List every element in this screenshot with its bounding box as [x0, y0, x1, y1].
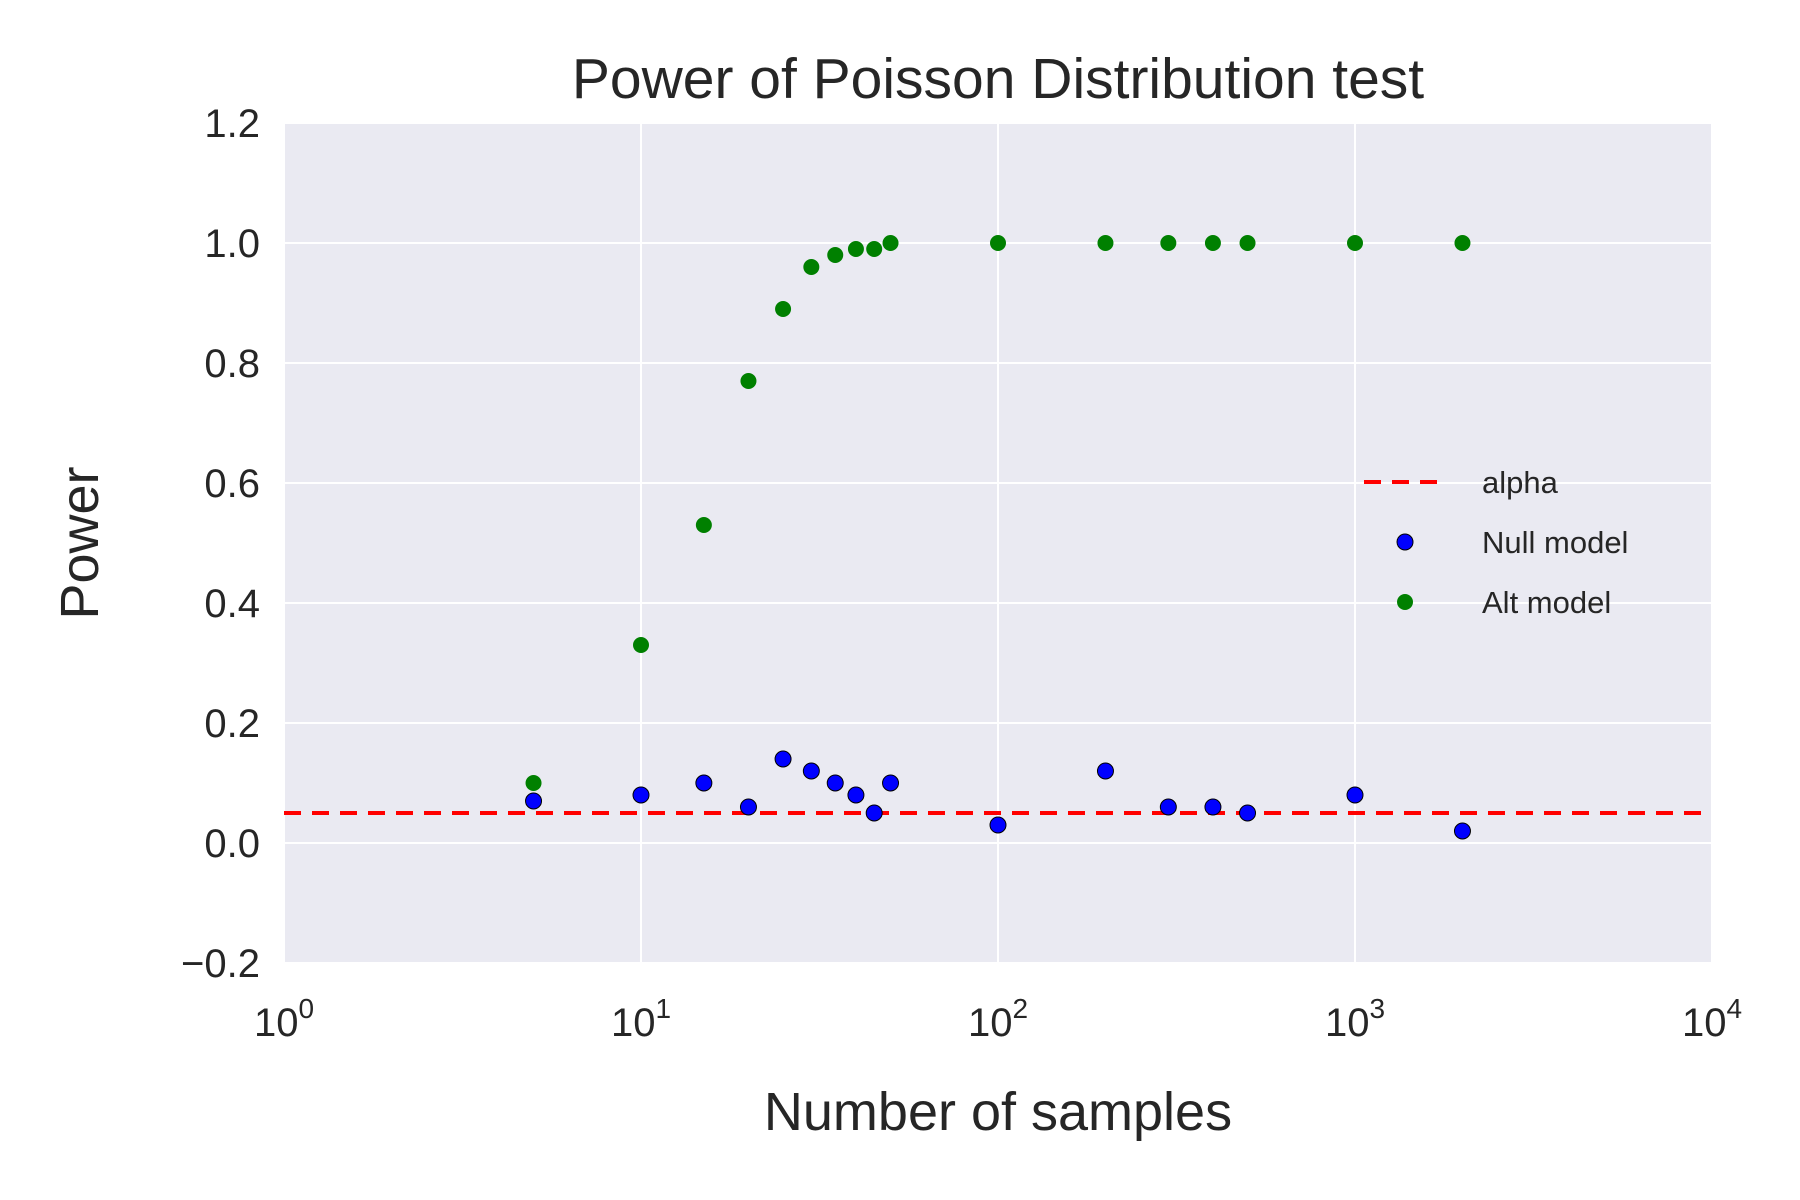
null-model-point [695, 774, 713, 792]
null-model-point [1096, 762, 1114, 780]
null-model-point [1346, 786, 1364, 804]
alt-model-point [525, 775, 542, 791]
x-tick-label: 102 [968, 993, 1028, 1045]
null-model-point [1239, 804, 1257, 822]
alt-model-point [847, 241, 864, 257]
legend-alt-label: Alt model [1482, 585, 1611, 620]
alt-model-point [1160, 235, 1177, 251]
null-model-point [1453, 822, 1471, 840]
alt-model-point [827, 247, 844, 263]
null-model-point [525, 792, 543, 810]
alt-model-point [1454, 235, 1471, 251]
null-model-point [989, 816, 1007, 834]
y-tick-label: 0.2 [204, 702, 260, 746]
x-tick-label: 101 [611, 993, 671, 1045]
alt-model-point [1204, 235, 1221, 251]
alt-model-point [990, 235, 1006, 251]
y-tick-label: 0.8 [204, 342, 260, 386]
null-model-point [632, 786, 650, 804]
null-model-point [826, 774, 844, 792]
alt-model-point [1097, 235, 1114, 251]
y-tick-label: 0.4 [204, 582, 260, 626]
y-tick-label: 1.0 [204, 222, 260, 266]
alt-model-point [633, 637, 649, 653]
y-tick-label: 0.6 [204, 462, 260, 506]
null-model-point [739, 798, 757, 816]
null-model-point [882, 774, 900, 792]
legend-alt-swatch [1397, 594, 1413, 610]
y-axis-title: Power [50, 466, 110, 619]
alt-model-points [525, 235, 1471, 791]
null-model-point [847, 786, 865, 804]
chart-title: Power of Poisson Distribution test [572, 47, 1424, 111]
null-model-point [1159, 798, 1177, 816]
alt-model-point [882, 235, 899, 251]
alt-model-point [803, 259, 820, 275]
legend-alpha-label: alpha [1482, 465, 1559, 500]
legend-null-swatch [1396, 533, 1414, 551]
x-tick-labels: 100 101 102 103 104 [254, 993, 1742, 1045]
legend: alpha Null model Alt model [1364, 465, 1628, 620]
legend-null-label: Null model [1482, 525, 1628, 560]
alt-model-point [775, 301, 792, 317]
null-model-point [1204, 798, 1222, 816]
alt-model-point [695, 517, 712, 533]
alt-model-point [866, 241, 883, 257]
y-tick-labels: −0.2 0.0 0.2 0.4 0.6 0.8 1.0 1.2 [181, 102, 260, 986]
null-model-point [802, 762, 820, 780]
y-tick-label: 1.2 [204, 102, 260, 146]
x-tick-label: 100 [254, 993, 314, 1045]
x-tick-label: 104 [1682, 993, 1742, 1045]
null-model-points [525, 750, 1471, 840]
null-model-point [865, 804, 883, 822]
null-model-point [774, 750, 792, 768]
y-tick-label: −0.2 [181, 942, 260, 986]
x-tick-label: 103 [1325, 993, 1385, 1045]
y-tick-label: 0.0 [204, 822, 260, 866]
alt-model-point [1239, 235, 1256, 251]
alt-model-point [1347, 235, 1363, 251]
grid-lines [283, 122, 1713, 964]
alt-model-point [740, 373, 757, 389]
x-axis-title: Number of samples [764, 1082, 1232, 1142]
